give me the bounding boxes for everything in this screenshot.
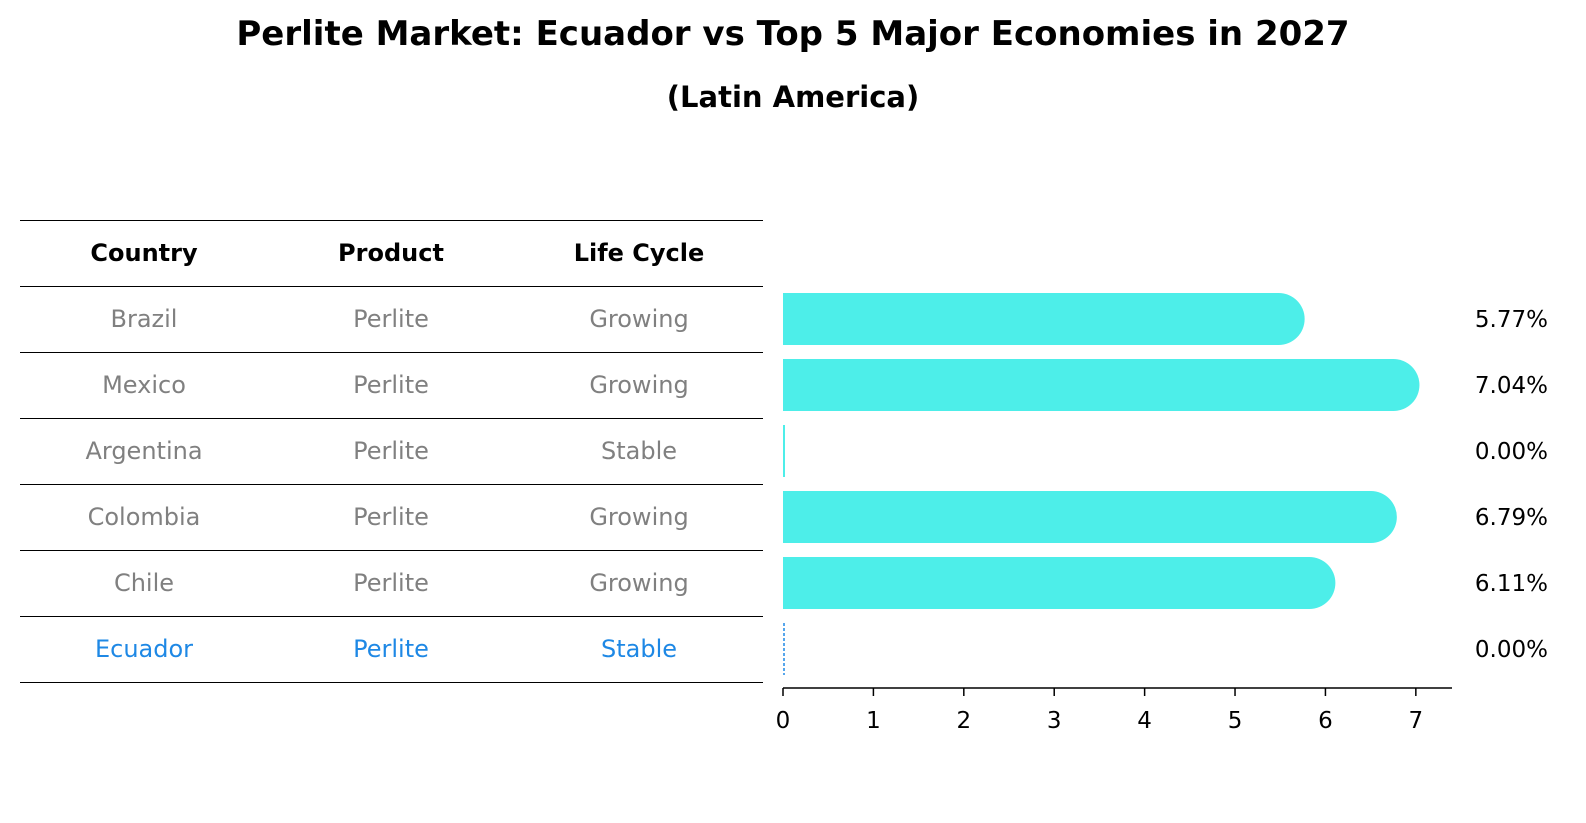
cell-product: Perlite [353, 569, 429, 597]
cell-country: Colombia [87, 503, 201, 531]
cell-product: Perlite [353, 305, 429, 333]
table-row-rule [20, 616, 763, 617]
bar-chile [783, 557, 1336, 609]
cell-product: Perlite [353, 371, 429, 399]
cell-life-cycle: Growing [589, 503, 689, 531]
table-row-rule [20, 484, 763, 485]
x-tick-label: 6 [1318, 708, 1333, 734]
x-tick-label: 1 [866, 708, 881, 734]
cell-product-highlight: Perlite [353, 635, 429, 663]
value-label: 5.77% [1475, 307, 1548, 333]
bars-group [783, 293, 1420, 675]
header-life-cycle: Life Cycle [573, 239, 705, 267]
cell-country: Brazil [110, 305, 178, 333]
table-row-rule [20, 550, 763, 551]
x-axis: 0 1 2 3 4 5 6 7 [776, 687, 1452, 734]
value-label: 7.04% [1475, 373, 1548, 399]
cell-life-cycle: Stable [600, 437, 678, 465]
table-top-rule [20, 220, 763, 221]
value-labels-group: 5.77% 7.04% 0.00% 6.79% 6.11% 0.00% [1475, 307, 1548, 663]
cell-product: Perlite [353, 503, 429, 531]
value-label: 6.79% [1475, 505, 1548, 531]
bar-brazil [783, 293, 1305, 345]
chart-subtitle: (Latin America) [666, 80, 920, 114]
bar-mexico [783, 359, 1420, 411]
cell-product: Perlite [353, 437, 429, 465]
header-product: Product [338, 239, 444, 267]
cell-life-cycle: Growing [589, 305, 689, 333]
cell-country: Argentina [85, 437, 203, 465]
cell-country: Chile [113, 569, 175, 597]
table-row-rule [20, 418, 763, 419]
table-row-rule [20, 352, 763, 353]
chart-title: Perlite Market: Ecuador vs Top 5 Major E… [236, 14, 1350, 54]
cell-life-cycle: Growing [589, 371, 689, 399]
bar-colombia [783, 491, 1397, 543]
header-country: Country [90, 239, 198, 267]
x-tick-label: 3 [1047, 708, 1062, 734]
value-label: 0.00% [1475, 637, 1548, 663]
x-tick-label: 2 [956, 708, 971, 734]
value-label: 6.11% [1475, 571, 1548, 597]
x-tick-label: 4 [1137, 708, 1152, 734]
value-label: 0.00% [1475, 439, 1548, 465]
cell-country: Mexico [102, 371, 186, 399]
x-tick-label: 5 [1228, 708, 1243, 734]
x-tick-label: 7 [1409, 708, 1424, 734]
x-tick-label: 0 [776, 708, 791, 734]
cell-life-cycle: Growing [589, 569, 689, 597]
table-bottom-rule [20, 682, 763, 683]
table-header-rule [20, 286, 763, 287]
cell-country-highlight: Ecuador [94, 635, 194, 663]
cell-life-cycle-highlight: Stable [600, 635, 678, 663]
